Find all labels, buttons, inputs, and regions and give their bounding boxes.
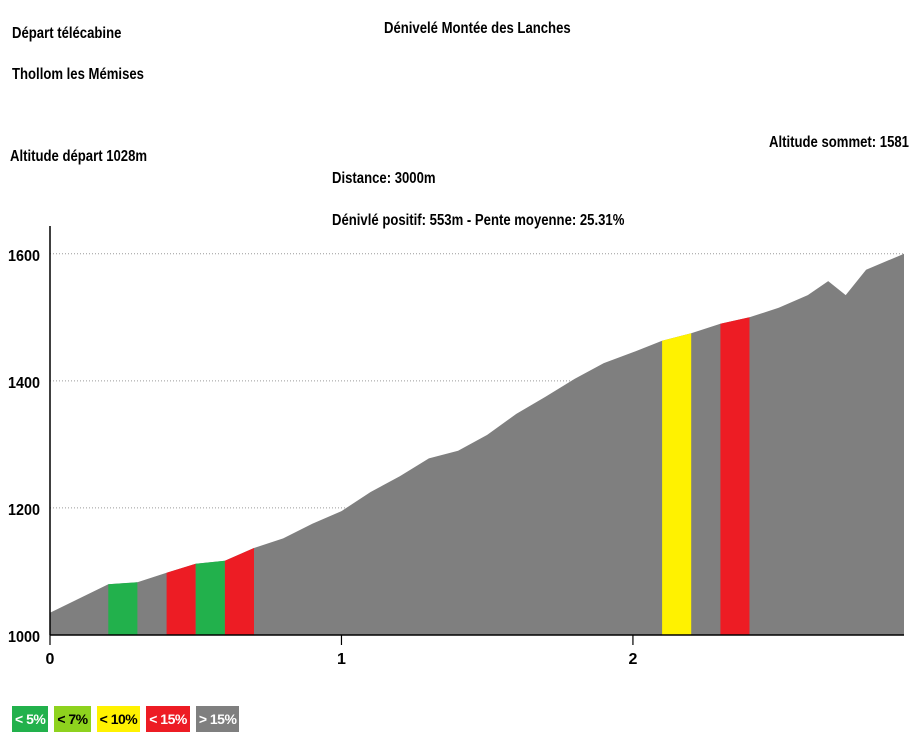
distance-label: Distance: 3000m [332,170,436,187]
elevation-summary: Dénivlé positif: 553m - Pente moyenne: 2… [332,212,625,229]
slope-segment-3 [224,548,254,635]
start-location-line2: Thollom les Mémises [12,66,144,83]
altitude-start: Altitude départ 1028m [10,148,148,165]
x-tick-label-1: 1 [337,651,346,668]
slope-segment-1 [166,563,196,635]
slope-segment-4 [662,333,692,635]
y-tick-label-1600: 1600 [8,248,40,265]
elevation-profile-chart: 1000 1200 1400 1600 0 1 2 [8,226,904,668]
y-tick-label-1000: 1000 [8,629,40,646]
x-tick-label-2: 2 [628,651,637,668]
start-location-line1: Départ télécabine [12,25,122,42]
y-tick-label-1400: 1400 [8,375,40,392]
y-tick-label-1200: 1200 [8,502,40,519]
slope-segment-0 [108,582,138,635]
slope-legend: < 5% < 7% < 10% < 15% > 15% [12,706,240,732]
legend-item-lt15: < 15% [146,706,190,732]
slope-segment-2 [195,560,225,635]
altitude-top: Altitude sommet: 1581 [769,134,909,151]
slope-segment-5 [720,317,750,635]
chart-title: Dénivelé Montée des Lanches [384,20,571,37]
legend-item-gt15: > 15% [195,706,240,732]
x-tick-label-0: 0 [46,651,55,668]
legend-item-lt5: < 5% [12,706,49,732]
legend-item-lt7: < 7% [54,706,91,732]
legend-item-lt10: < 10% [96,706,141,732]
